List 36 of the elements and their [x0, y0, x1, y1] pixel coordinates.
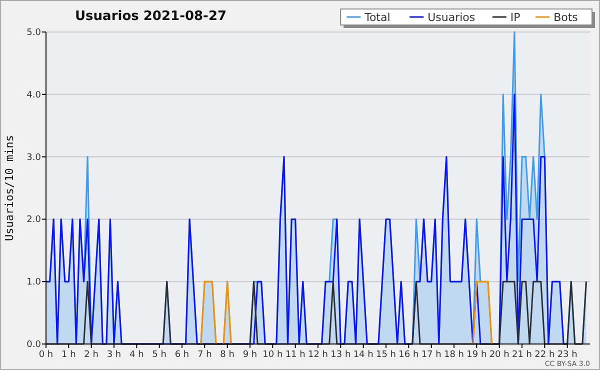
x-tick-label: 18 h: [444, 350, 464, 360]
chart-title: Usuarios 2021-08-27: [75, 9, 227, 24]
x-tick-label: 12 h: [308, 350, 328, 360]
x-tick-label: 23 h: [557, 350, 578, 360]
x-tick-label: 22 h: [534, 350, 555, 360]
x-tick-label: 2 h: [84, 350, 98, 360]
x-tick-label: 17 h: [421, 350, 442, 360]
x-tick-label: 8 h: [220, 350, 234, 360]
x-tick-label: 13 h: [330, 350, 351, 360]
y-tick-label: 2.0: [26, 215, 42, 226]
y-tick-label: 3.0: [26, 152, 42, 163]
x-tick-label: 3 h: [106, 350, 122, 360]
x-tick-label: 5 h: [152, 350, 166, 360]
x-tick-label: 10 h: [262, 350, 283, 360]
x-tick-label: 0 h: [38, 350, 54, 360]
x-tick-label: 6 h: [174, 350, 190, 360]
x-tick-label: 15 h: [376, 350, 396, 360]
legend-label: Bots: [554, 11, 578, 24]
legend-label: Total: [364, 11, 390, 24]
y-tick-label: 5.0: [26, 28, 42, 38]
x-tick-label: 19 h: [466, 350, 487, 360]
x-tick-label: 4 h: [130, 350, 144, 360]
y-tick-label: 4.0: [26, 90, 42, 100]
x-tick-label: 7 h: [198, 350, 212, 360]
x-tick-label: 1 h: [62, 350, 76, 360]
y-axis-title: Usuarios/10 mins: [3, 135, 16, 241]
y-tick-label: 1.0: [26, 278, 42, 288]
x-tick-label: 20 h: [489, 350, 510, 360]
x-tick-label: 14 h: [353, 350, 374, 360]
y-tick-label: 0.0: [26, 340, 42, 350]
x-tick-label: 9 h: [242, 350, 258, 360]
x-tick-label: 11 h: [285, 350, 306, 360]
legend-label: IP: [510, 11, 521, 24]
x-tick-label: 16 h: [398, 350, 419, 360]
legend-label: Usuarios: [428, 11, 476, 24]
x-tick-label: 21 h: [512, 350, 532, 360]
